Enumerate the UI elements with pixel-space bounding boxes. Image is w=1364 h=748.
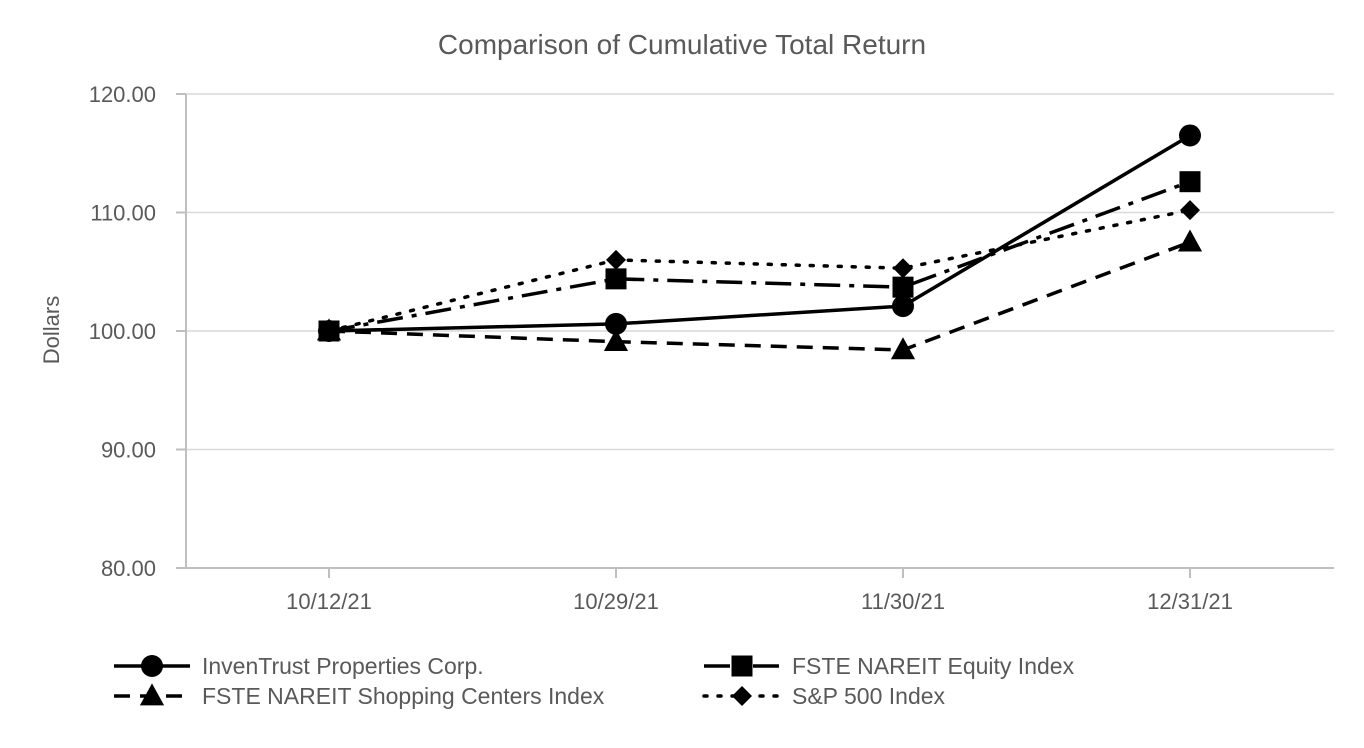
series-group <box>316 124 1203 360</box>
x-tick-label: 10/12/21 <box>286 589 372 614</box>
data-point-s-p-500-index <box>606 249 626 270</box>
y-tick-label: 90.00 <box>101 438 156 463</box>
legend-label: FSTE NAREIT Equity Index <box>792 653 1075 679</box>
data-point-fste-nareit-shopping-centers-index <box>1177 229 1203 252</box>
legend-marker-triangle <box>139 683 165 706</box>
legend-label: InvenTrust Properties Corp. <box>202 653 484 679</box>
legend-item-s-p-500-index: S&P 500 Index <box>702 683 946 709</box>
x-tick-label: 12/31/21 <box>1147 589 1233 614</box>
data-point-fste-nareit-shopping-centers-index <box>890 337 916 360</box>
series-inventrust-properties-corp <box>318 124 1201 342</box>
data-point-inventrust-properties-corp <box>318 320 340 342</box>
data-point-s-p-500-index <box>1180 200 1200 221</box>
legend-item-fste-nareit-shopping-centers-index: FSTE NAREIT Shopping Centers Index <box>114 683 605 709</box>
data-point-s-p-500-index <box>893 258 913 279</box>
legend-marker-square <box>731 655 753 677</box>
legend-item-inventrust-properties-corp: InvenTrust Properties Corp. <box>114 653 484 679</box>
legend: InvenTrust Properties Corp. FSTE NAREIT E… <box>114 653 1075 709</box>
chart-title: Comparison of Cumulative Total Return <box>438 29 926 60</box>
series-fste-nareit-shopping-centers-index <box>316 229 1203 360</box>
data-point-inventrust-properties-corp <box>605 312 627 335</box>
gridlines <box>186 93 1334 451</box>
x-tick-label: 10/29/21 <box>573 589 659 614</box>
data-point-fste-nareit-equity-index <box>1179 171 1201 193</box>
axes: 80.00 90.00 100.00 110.00 120.00 10/12/21 10/2… <box>89 82 1334 614</box>
y-tick-label: 100.00 <box>89 319 156 344</box>
data-point-inventrust-properties-corp <box>892 295 914 318</box>
y-tick-label: 120.00 <box>89 82 156 107</box>
series-line-s-p-500-index <box>327 208 1192 333</box>
legend-marker-diamond <box>732 686 752 706</box>
legend-label: S&P 500 Index <box>792 683 946 709</box>
x-tick-label: 11/30/21 <box>861 589 945 614</box>
data-point-inventrust-properties-corp <box>1179 124 1201 147</box>
legend-label: FSTE NAREIT Shopping Centers Index <box>202 683 605 709</box>
y-tick-label: 110.00 <box>90 201 156 226</box>
series-line-fste-nareit-shopping-centers-index <box>328 240 1191 352</box>
y-axis-label: Dollars <box>39 296 64 364</box>
legend-marker-circle <box>141 655 163 677</box>
y-tick-label: 80.00 <box>101 556 156 581</box>
series-line-inventrust-properties-corp <box>328 133 1191 333</box>
data-point-fste-nareit-shopping-centers-index <box>603 329 629 352</box>
series-s-p-500-index <box>319 200 1200 341</box>
legend-item-fste-nareit-equity-index: FSTE NAREIT Equity Index <box>704 653 1075 679</box>
series-line-fste-nareit-equity-index <box>328 180 1191 333</box>
data-point-fste-nareit-equity-index <box>605 268 627 290</box>
data-point-fste-nareit-equity-index <box>892 276 914 298</box>
